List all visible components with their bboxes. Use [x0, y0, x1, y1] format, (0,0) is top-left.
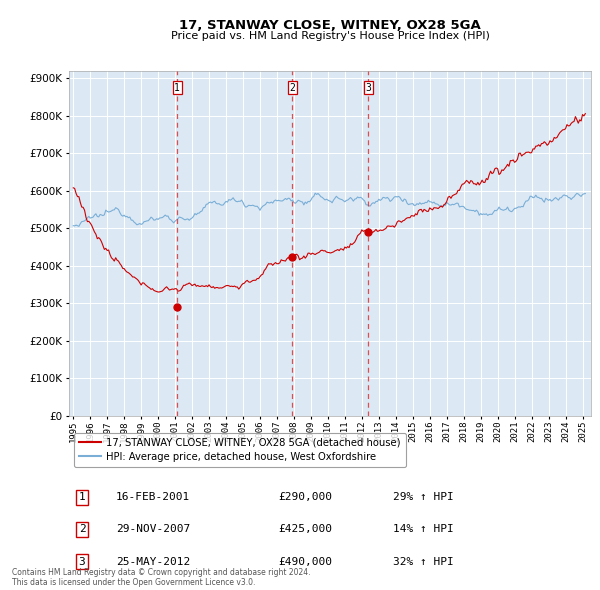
Text: 14% ↑ HPI: 14% ↑ HPI	[392, 525, 454, 535]
Text: £290,000: £290,000	[278, 493, 332, 502]
Text: £490,000: £490,000	[278, 556, 332, 566]
Text: 32% ↑ HPI: 32% ↑ HPI	[392, 556, 454, 566]
Text: 1: 1	[174, 83, 180, 93]
Legend: 17, STANWAY CLOSE, WITNEY, OX28 5GA (detached house), HPI: Average price, detach: 17, STANWAY CLOSE, WITNEY, OX28 5GA (det…	[74, 433, 406, 467]
Text: 29% ↑ HPI: 29% ↑ HPI	[392, 493, 454, 502]
Text: 3: 3	[365, 83, 371, 93]
Text: 3: 3	[79, 556, 85, 566]
Text: 29-NOV-2007: 29-NOV-2007	[116, 525, 190, 535]
Text: 25-MAY-2012: 25-MAY-2012	[116, 556, 190, 566]
Text: 16-FEB-2001: 16-FEB-2001	[116, 493, 190, 502]
Text: Price paid vs. HM Land Registry's House Price Index (HPI): Price paid vs. HM Land Registry's House …	[170, 31, 490, 41]
Text: 2: 2	[289, 83, 295, 93]
Text: 2: 2	[79, 525, 85, 535]
Text: Contains HM Land Registry data © Crown copyright and database right 2024.
This d: Contains HM Land Registry data © Crown c…	[12, 568, 311, 587]
Text: £425,000: £425,000	[278, 525, 332, 535]
Text: 1: 1	[79, 493, 85, 502]
Text: 17, STANWAY CLOSE, WITNEY, OX28 5GA: 17, STANWAY CLOSE, WITNEY, OX28 5GA	[179, 19, 481, 32]
